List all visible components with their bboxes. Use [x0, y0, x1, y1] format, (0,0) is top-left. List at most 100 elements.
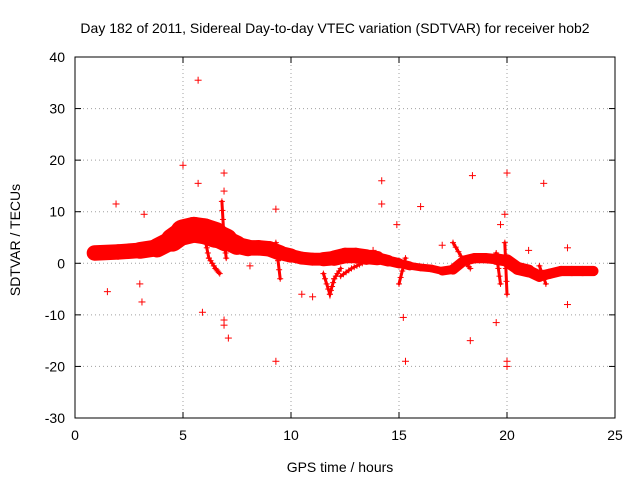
- data-point: [220, 187, 228, 195]
- data-point: [224, 334, 232, 342]
- data-point: [272, 357, 280, 365]
- data-point: [330, 279, 337, 286]
- data-point: [327, 287, 334, 294]
- data-point: [369, 246, 377, 254]
- y-tick-label: -30: [45, 410, 65, 426]
- data-point: [103, 288, 111, 296]
- data-point: [329, 283, 336, 290]
- data-point: [220, 321, 228, 329]
- data-point: [539, 271, 546, 278]
- data-point: [563, 301, 571, 309]
- data-point: [397, 274, 404, 281]
- data-point: [351, 264, 358, 271]
- data-point: [219, 216, 226, 223]
- data-point: [198, 308, 206, 316]
- data-point: [538, 267, 545, 274]
- data-point: [136, 280, 144, 288]
- data-point: [272, 205, 280, 213]
- data-point: [348, 265, 355, 272]
- data-point: [525, 246, 533, 254]
- data-point: [467, 265, 474, 272]
- plot-frame: [74, 56, 616, 419]
- data-point: [337, 265, 344, 272]
- data-point: [502, 252, 509, 259]
- y-tick-label: 10: [49, 204, 65, 220]
- data-point: [378, 200, 386, 208]
- x-tick-label: 0: [71, 427, 79, 443]
- x-axis-label: GPS time / hours: [287, 459, 394, 475]
- x-tick-label: 10: [283, 427, 299, 443]
- data-point: [450, 239, 456, 246]
- data-point: [277, 275, 284, 282]
- data-point: [216, 270, 223, 277]
- data-point: [396, 280, 402, 287]
- data-point: [272, 239, 279, 246]
- data-point: [356, 261, 363, 268]
- data-point: [204, 249, 211, 256]
- y-tick-label: 0: [57, 255, 65, 271]
- data-point: [401, 357, 409, 365]
- y-tick-label: 40: [49, 49, 65, 65]
- chart-title: Day 182 of 2011, Sidereal Day-to-day VTE…: [80, 20, 589, 36]
- grid-lines: [75, 57, 615, 418]
- data-point: [541, 276, 548, 283]
- data-point: [194, 76, 202, 84]
- data-point: [221, 239, 228, 246]
- data-point: [400, 261, 407, 268]
- data-point: [496, 273, 503, 280]
- y-tick-label: -20: [45, 358, 65, 374]
- data-point: [112, 200, 120, 208]
- data-point: [497, 221, 505, 229]
- data-point: [194, 179, 202, 187]
- x-tick-label: 15: [391, 427, 407, 443]
- data-point: [455, 248, 462, 255]
- data-point: [298, 290, 306, 298]
- data-point: [322, 275, 329, 282]
- data-point: [220, 169, 228, 177]
- plot-area: [86, 76, 599, 370]
- data-point: [393, 221, 401, 229]
- data-point: [492, 319, 500, 327]
- y-tick-label: 20: [49, 152, 65, 168]
- data-point: [325, 286, 332, 293]
- data-point: [138, 298, 146, 306]
- data-point: [275, 257, 282, 264]
- data-point: [273, 248, 280, 255]
- data-point: [140, 210, 148, 218]
- y-tick-label: 30: [49, 101, 65, 117]
- data-point: [221, 234, 228, 241]
- data-point: [323, 280, 330, 287]
- data-point: [493, 249, 500, 256]
- data-point: [458, 253, 465, 260]
- data-point: [494, 257, 501, 264]
- data-point: [501, 210, 509, 218]
- x-tick-label: 25: [607, 427, 623, 443]
- data-point: [203, 244, 210, 251]
- data-point: [219, 207, 226, 214]
- data-point: [222, 249, 229, 256]
- data-point: [542, 280, 549, 287]
- data-point: [220, 225, 227, 232]
- data-point: [179, 161, 187, 169]
- y-axis-label: SDTVAR / TECUs: [7, 184, 23, 296]
- data-point: [466, 337, 474, 345]
- data-point: [246, 262, 254, 270]
- data-point: [417, 203, 425, 211]
- data-point: [320, 270, 327, 277]
- data-point: [309, 293, 317, 301]
- data-point: [540, 179, 548, 187]
- data-point: [504, 291, 510, 298]
- data-point: [222, 244, 229, 251]
- data-point: [503, 362, 511, 370]
- data-point: [218, 198, 225, 205]
- data-point: [502, 265, 509, 272]
- data-point: [223, 255, 230, 262]
- data-point: [353, 262, 360, 269]
- data-point: [378, 177, 386, 185]
- data-point: [563, 244, 571, 252]
- data-point: [503, 169, 511, 177]
- data-point: [215, 269, 222, 276]
- data-point: [399, 313, 407, 321]
- data-point: [276, 266, 283, 273]
